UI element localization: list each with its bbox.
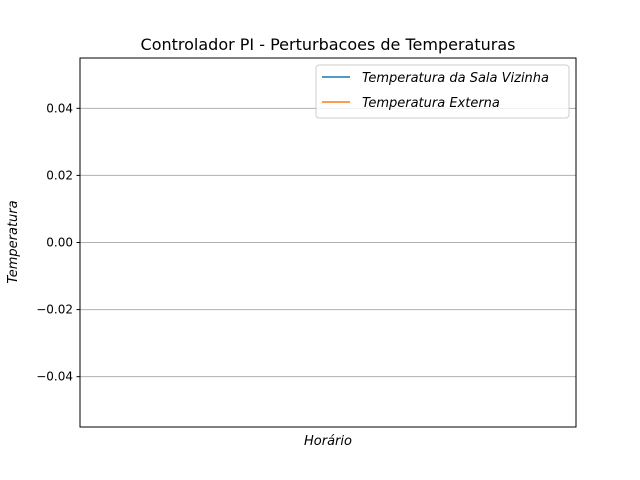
y-axis-ticks: 0.04 0.02 0.00 −0.02 −0.04: [36, 101, 80, 384]
y-tick-label: 0.04: [46, 101, 73, 115]
legend: Temperatura da Sala Vizinha Temperatura E…: [315, 64, 570, 119]
y-tick-label: 0.00: [46, 236, 73, 250]
chart-title: Controlador PI - Perturbacoes de Tempera…: [141, 35, 516, 54]
x-axis-label: Horário: [304, 434, 352, 449]
legend-label: Temperatura da Sala Vizinha: [362, 71, 549, 86]
legend-box: [315, 64, 570, 119]
y-tick-label: −0.04: [36, 370, 73, 384]
y-tick-label: −0.02: [36, 303, 73, 317]
plot-area-frame: [79, 57, 577, 428]
y-axis-label: Temperatura: [6, 200, 21, 283]
y-tick-label: 0.02: [46, 168, 73, 182]
legend-label: Temperatura Externa: [362, 96, 500, 111]
